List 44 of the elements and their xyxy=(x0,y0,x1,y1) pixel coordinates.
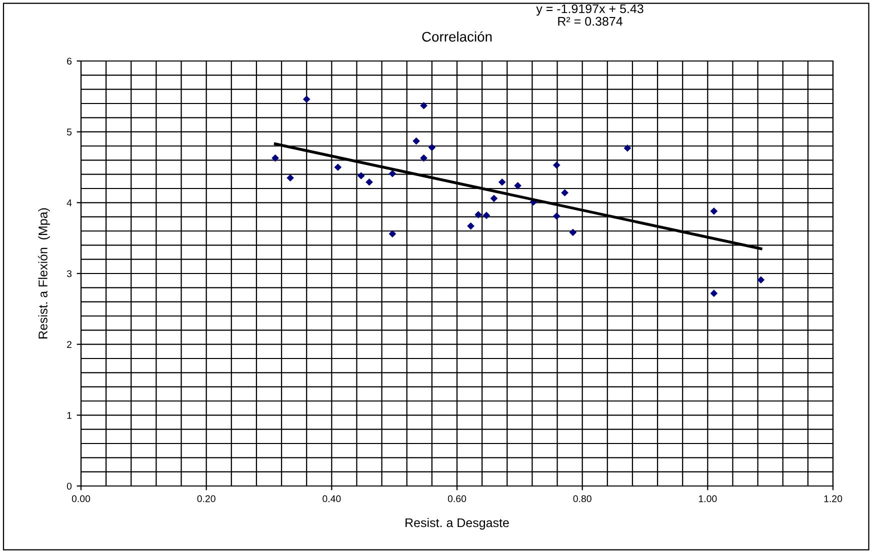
chart-title: Correlación xyxy=(422,31,492,42)
x-tick-label: 1.00 xyxy=(698,495,717,502)
x-tick-label: 1.20 xyxy=(824,495,842,502)
point xyxy=(420,102,428,110)
x-tick-label: 0.20 xyxy=(197,495,216,502)
x-axis-title: Resist. a Desgaste xyxy=(406,518,509,530)
y-tick-label: 6 xyxy=(67,58,72,65)
point xyxy=(467,222,474,230)
point xyxy=(552,161,560,169)
point xyxy=(302,96,310,103)
point xyxy=(552,212,560,220)
point xyxy=(412,137,420,145)
point xyxy=(561,189,568,196)
text: y = -1.9197x + 5.43 R² = 0.3874 xyxy=(536,4,644,26)
point xyxy=(388,230,396,238)
y-tick-label: 5 xyxy=(66,128,72,136)
point xyxy=(490,194,498,202)
y-tick-label: 0 xyxy=(66,482,72,490)
point xyxy=(286,174,294,182)
point xyxy=(498,178,506,186)
point xyxy=(357,172,365,180)
point xyxy=(482,212,490,220)
point xyxy=(388,170,396,178)
point xyxy=(474,211,482,218)
x-tick-label: 0.40 xyxy=(322,495,341,502)
point xyxy=(514,182,522,190)
point xyxy=(366,178,373,186)
y-tick-label: 1 xyxy=(67,412,72,419)
y-tick-label: 2 xyxy=(67,341,72,348)
point xyxy=(710,207,718,215)
y-axis-title: Resist. a Flexión (Mpa) xyxy=(38,208,50,338)
point xyxy=(428,144,436,152)
point xyxy=(420,154,428,162)
point xyxy=(272,154,279,162)
x-tick-label: 0.60 xyxy=(448,495,466,502)
x-tick-label: 0.00 xyxy=(72,495,90,502)
point xyxy=(624,144,632,152)
point xyxy=(710,290,718,298)
point xyxy=(334,164,342,171)
y-tick-label: 4 xyxy=(66,200,72,206)
point xyxy=(757,276,765,284)
x-tick-label: 0.80 xyxy=(573,495,592,502)
y-tick-label: 3 xyxy=(66,270,72,278)
point xyxy=(569,228,577,236)
